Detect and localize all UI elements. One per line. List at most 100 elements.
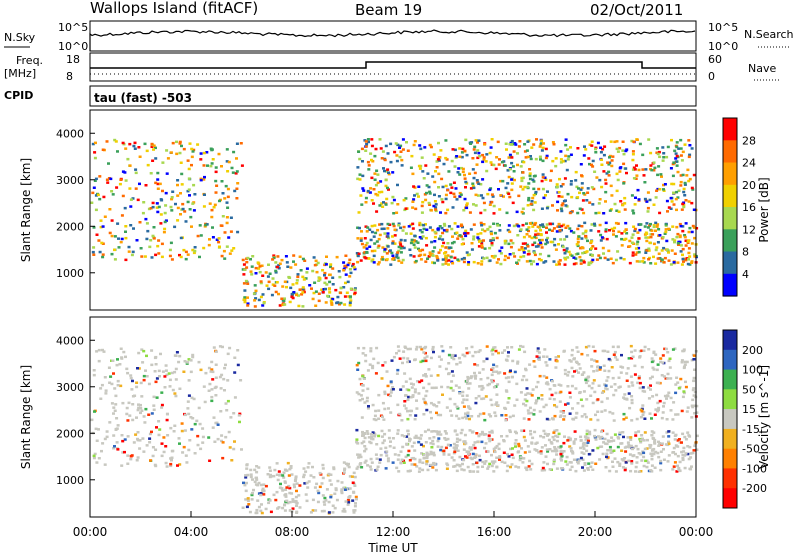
echo-cell xyxy=(590,365,594,368)
echo-cell xyxy=(544,403,548,407)
echo-cell xyxy=(568,412,572,415)
echo-cell xyxy=(554,434,558,438)
echo-cell xyxy=(532,360,536,363)
echo-cell xyxy=(283,280,287,283)
echo-cell xyxy=(675,208,678,212)
echo-cell xyxy=(578,391,582,395)
echo-cell xyxy=(214,385,218,389)
colorbar-swatch xyxy=(723,162,737,186)
echo-cell xyxy=(520,210,524,214)
echo-cell xyxy=(582,447,586,450)
echo-cell xyxy=(250,265,254,268)
echo-cell xyxy=(579,446,583,450)
echo-cell xyxy=(628,406,632,410)
echo-cell xyxy=(506,401,510,404)
echo-cell xyxy=(495,222,499,226)
echo-cell xyxy=(412,185,416,188)
echo-cell xyxy=(638,260,642,263)
echo-cell xyxy=(408,248,412,251)
echo-cell xyxy=(375,468,379,471)
echo-cell xyxy=(649,444,653,447)
echo-cell xyxy=(520,179,524,183)
echo-cell xyxy=(692,379,696,383)
echo-cell xyxy=(356,368,360,371)
colorbar-swatch xyxy=(723,118,737,141)
echo-cell xyxy=(233,189,237,193)
echo-cell xyxy=(139,381,143,385)
echo-cell xyxy=(92,456,96,460)
echo-cell xyxy=(277,264,281,267)
echo-cell xyxy=(159,213,163,216)
echo-cell xyxy=(110,402,114,405)
echo-cell xyxy=(506,169,510,172)
echo-cell xyxy=(544,260,548,263)
echo-cell xyxy=(666,377,670,380)
echo-cell xyxy=(604,387,608,390)
colorbar-tick-label: -100 xyxy=(742,462,767,475)
echo-cell xyxy=(470,457,474,460)
echo-cell xyxy=(413,234,417,238)
echo-cell xyxy=(156,182,160,186)
echo-cell xyxy=(490,255,494,258)
echo-cell xyxy=(684,199,688,202)
echo-cell xyxy=(385,454,389,457)
echo-cell xyxy=(439,358,443,361)
echo-cell xyxy=(323,274,326,277)
echo-cell xyxy=(413,390,417,394)
echo-cell xyxy=(369,468,373,471)
echo-cell xyxy=(590,240,594,243)
echo-cell xyxy=(138,182,141,186)
echo-cell xyxy=(579,163,583,166)
echo-cell xyxy=(629,344,633,348)
echo-cell xyxy=(555,359,559,363)
echo-cell xyxy=(411,222,415,226)
echo-cell xyxy=(569,461,573,464)
echo-cell xyxy=(284,255,288,258)
echo-cell xyxy=(365,396,369,400)
echo-cell xyxy=(647,386,651,389)
echo-cell xyxy=(585,199,589,202)
echo-cell xyxy=(441,231,445,235)
echo-cell xyxy=(661,354,665,357)
echo-cell xyxy=(439,211,442,214)
echo-cell xyxy=(433,240,437,243)
echo-cell xyxy=(136,408,140,412)
echo-cell xyxy=(559,161,563,164)
echo-cell xyxy=(573,430,577,433)
echo-cell xyxy=(182,248,186,252)
echo-cell xyxy=(144,217,148,221)
echo-cell xyxy=(608,154,612,158)
echo-cell xyxy=(620,244,624,247)
velocity-ylabel: Slant Range [km] xyxy=(19,365,33,469)
echo-cell xyxy=(613,202,617,206)
echo-cell xyxy=(480,384,484,388)
echo-cell xyxy=(380,435,384,438)
echo-cell xyxy=(329,495,333,499)
echo-cell xyxy=(485,357,489,361)
echo-cell xyxy=(209,147,213,150)
echo-cell xyxy=(570,348,574,352)
echo-cell xyxy=(356,465,360,469)
echo-cell xyxy=(684,438,688,441)
echo-cell xyxy=(396,432,400,435)
echo-cell xyxy=(531,388,535,391)
echo-cell xyxy=(679,180,683,184)
echo-cell xyxy=(433,261,436,265)
echo-cell xyxy=(101,442,105,445)
echo-cell xyxy=(421,359,425,363)
echo-cell xyxy=(446,385,450,389)
echo-cell xyxy=(557,222,561,226)
echo-cell xyxy=(480,430,484,434)
echo-cell xyxy=(598,368,602,371)
echo-cell xyxy=(669,396,673,400)
echo-cell xyxy=(534,221,538,225)
echo-cell xyxy=(395,211,399,214)
echo-cell xyxy=(591,382,595,385)
echo-cell xyxy=(522,375,526,378)
echo-cell xyxy=(232,150,236,154)
echo-cell xyxy=(524,393,528,396)
echo-cell xyxy=(590,386,594,390)
echo-cell xyxy=(639,438,643,442)
echo-cell xyxy=(301,305,305,308)
echo-cell xyxy=(540,398,544,401)
